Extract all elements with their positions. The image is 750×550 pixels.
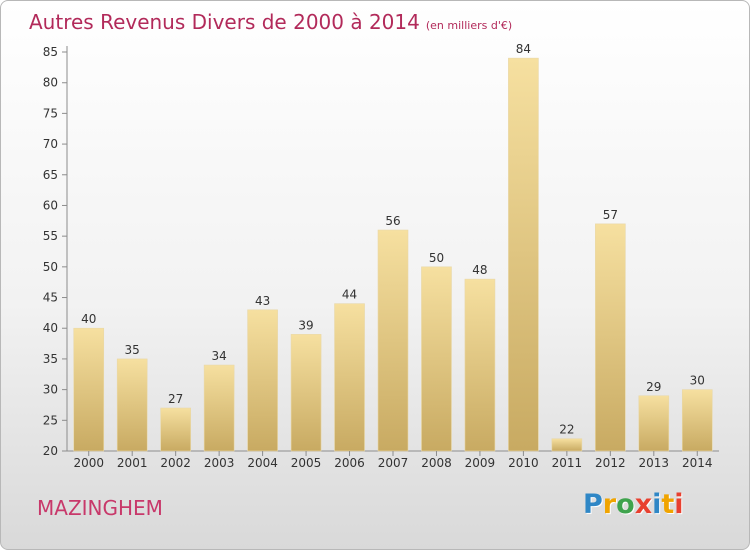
logo-letter: P bbox=[583, 489, 603, 520]
data-label: 56 bbox=[385, 214, 400, 228]
bars bbox=[73, 57, 713, 452]
bar bbox=[638, 395, 670, 452]
bar bbox=[421, 266, 452, 452]
y-tick-label: 30 bbox=[43, 383, 58, 397]
y-tick-label: 80 bbox=[43, 76, 58, 90]
chart-subtitle: (en milliers d'€) bbox=[425, 19, 513, 32]
x-tick-label: 2010 bbox=[508, 456, 539, 470]
x-tick-label: 2005 bbox=[291, 456, 322, 470]
y-tick-label: 50 bbox=[43, 260, 58, 274]
bar bbox=[116, 358, 148, 452]
data-label: 22 bbox=[559, 423, 574, 437]
commune-name: MAZINGHEM bbox=[37, 496, 163, 520]
y-tick-label: 35 bbox=[43, 352, 58, 366]
data-label: 29 bbox=[646, 380, 661, 394]
bar bbox=[203, 364, 235, 452]
y-tick-label: 40 bbox=[43, 321, 58, 335]
y-tick-label: 60 bbox=[43, 198, 58, 212]
data-label: 44 bbox=[342, 288, 357, 302]
bar bbox=[160, 407, 191, 452]
y-tick-label: 70 bbox=[43, 137, 58, 151]
y-tick-label: 65 bbox=[43, 168, 58, 182]
bar bbox=[290, 334, 322, 452]
bar bbox=[681, 389, 713, 452]
data-labels: 40 35 27 34 43 39 44 56 50 48 84 22 57 29 30 bbox=[81, 42, 705, 437]
y-tick-label: 20 bbox=[43, 444, 58, 458]
data-label: 40 bbox=[81, 312, 96, 326]
x-tick-label: 2011 bbox=[552, 456, 583, 470]
y-tick-label: 75 bbox=[43, 106, 58, 120]
chart-title: Autres Revenus Divers de 2000 à 2014 (en … bbox=[29, 10, 512, 34]
proxiti-logo: Proxiti bbox=[583, 489, 684, 520]
bar bbox=[551, 438, 583, 452]
data-label: 39 bbox=[298, 318, 313, 332]
logo-letter: t bbox=[661, 489, 675, 520]
data-label: 34 bbox=[211, 349, 226, 363]
x-tick-label: 2014 bbox=[682, 456, 713, 470]
x-tick-label: 2003 bbox=[204, 456, 235, 470]
y-tick-label: 55 bbox=[43, 229, 58, 243]
tick-labels: 20 25 30 35 40 45 50 55 60 65 70 75 80 85 2000 2001 2002… bbox=[43, 45, 713, 470]
logo-letter: r bbox=[602, 489, 617, 520]
bar bbox=[73, 327, 105, 452]
data-label: 27 bbox=[168, 392, 183, 406]
data-label: 35 bbox=[125, 343, 140, 357]
data-label: 48 bbox=[472, 263, 487, 277]
bar bbox=[464, 278, 496, 452]
x-tick-label: 2002 bbox=[160, 456, 191, 470]
data-label: 43 bbox=[255, 294, 270, 308]
data-label: 30 bbox=[690, 374, 705, 388]
bar bbox=[508, 57, 539, 452]
bar bbox=[334, 303, 365, 452]
y-tick-label: 25 bbox=[43, 413, 58, 427]
chart-title-text: Autres Revenus Divers de 2000 à 2014 bbox=[29, 10, 420, 34]
x-tick-label: 2000 bbox=[73, 456, 104, 470]
logo-letter: i bbox=[674, 489, 684, 520]
x-tick-label: 2007 bbox=[378, 456, 409, 470]
x-tick-label: 2006 bbox=[334, 456, 365, 470]
y-tick-label: 45 bbox=[43, 291, 58, 305]
bar bbox=[377, 229, 409, 452]
x-tick-label: 2009 bbox=[465, 456, 496, 470]
logo-letter: x bbox=[634, 489, 653, 520]
logo-letter: o bbox=[616, 489, 635, 520]
x-tick-label: 2001 bbox=[117, 456, 148, 470]
data-label: 57 bbox=[603, 208, 618, 222]
x-tick-label: 2008 bbox=[421, 456, 452, 470]
logo-letter: i bbox=[652, 489, 662, 520]
bar bbox=[595, 223, 626, 452]
bar bbox=[247, 309, 278, 452]
y-tick-label: 85 bbox=[43, 45, 58, 59]
x-tick-label: 2004 bbox=[247, 456, 278, 470]
data-label: 50 bbox=[429, 251, 444, 265]
x-tick-label: 2013 bbox=[639, 456, 670, 470]
x-tick-label: 2012 bbox=[595, 456, 626, 470]
data-label: 84 bbox=[516, 42, 531, 56]
